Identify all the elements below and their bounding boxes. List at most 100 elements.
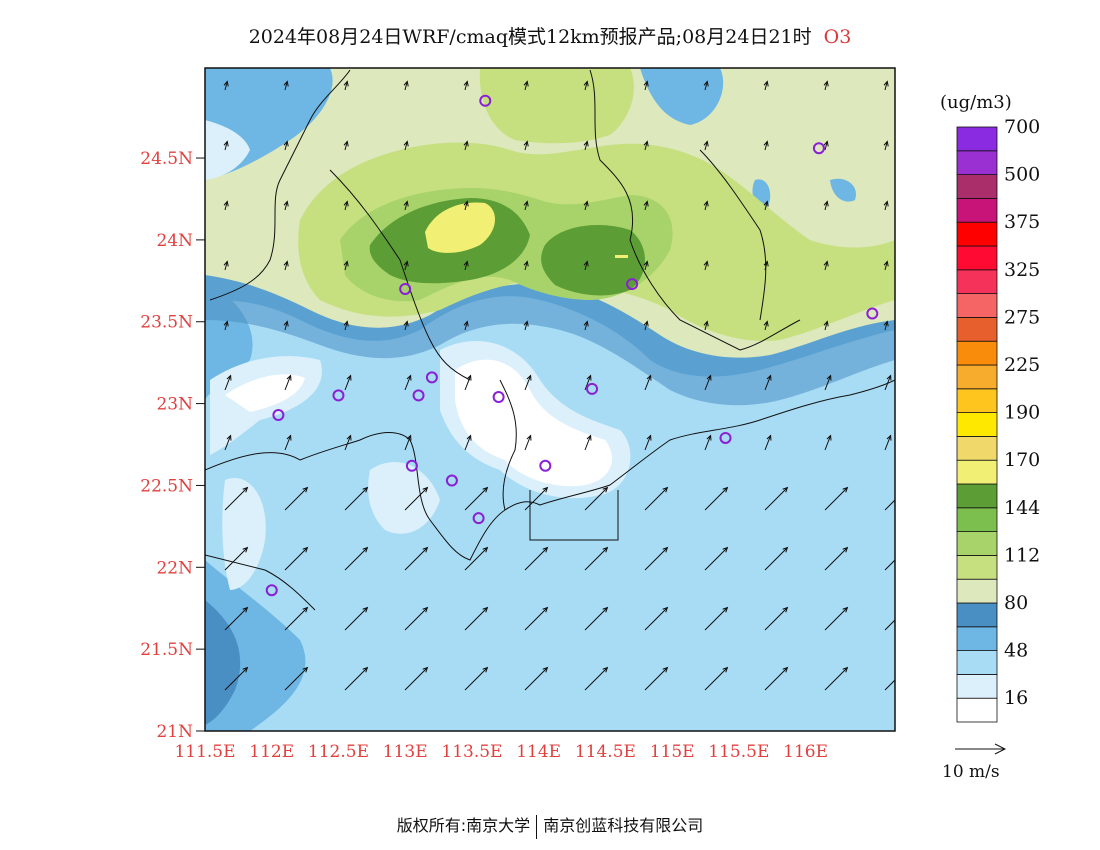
colorbar-swatch — [956, 269, 998, 294]
wind-arrow — [524, 607, 548, 631]
wind-arrowhead — [463, 260, 469, 267]
wind-arrowhead — [302, 546, 309, 553]
wind-arrowhead — [602, 546, 609, 553]
wind-arrow — [404, 81, 408, 91]
wind-arrowhead — [346, 434, 352, 441]
station-marker — [626, 278, 639, 291]
wind-arrow — [584, 261, 588, 271]
colorbar-swatch — [956, 674, 998, 699]
wind-arrow — [284, 667, 308, 691]
wind-arrow — [644, 141, 648, 151]
wind-arrow — [344, 141, 348, 151]
wind-arrowhead — [422, 546, 429, 553]
wind-arrow — [764, 201, 768, 211]
wind-arrowhead — [223, 140, 229, 147]
copyright-footer: 版权所有:南京大学 南京创蓝科技有限公司 — [0, 812, 1100, 839]
wind-arrow — [344, 375, 352, 391]
colorbar-swatch — [956, 245, 998, 271]
title-text: 2024年08月24日WRF/cmaq模式12km预报产品;08月24日21时 — [248, 26, 812, 48]
wind-arrowhead — [542, 606, 549, 613]
wind-arrowhead — [482, 546, 489, 553]
wind-arrowhead — [302, 666, 309, 673]
wind-arrow — [704, 261, 708, 271]
wind-arrowhead — [302, 486, 309, 493]
wind-arrow — [464, 667, 488, 691]
wind-arrowhead — [482, 666, 489, 673]
station-marker — [586, 382, 599, 395]
field-ne-spot — [830, 178, 856, 202]
wind-arrow — [644, 435, 652, 451]
wind-arrowhead — [526, 434, 532, 441]
wind-arrow — [284, 547, 308, 571]
wind-arrow — [644, 547, 668, 571]
wind-arrowhead — [722, 546, 729, 553]
wind-arrow — [704, 435, 712, 451]
colorbar-swatch — [956, 602, 998, 628]
wind-arrow — [644, 607, 668, 631]
lat-tick-label: 24N — [156, 231, 193, 251]
wind-arrow — [464, 487, 488, 511]
wind-arrow — [824, 321, 828, 331]
wind-arrowhead — [662, 486, 669, 493]
wind-arrow — [284, 81, 288, 91]
wind-arrowhead — [586, 434, 592, 441]
wind-arrowhead — [703, 80, 709, 87]
wind-arrow — [344, 547, 368, 571]
wind-arrow — [584, 607, 608, 631]
wind-arrow — [464, 607, 488, 631]
colorbar-label: 275 — [1004, 306, 1040, 328]
wind-arrowhead — [703, 140, 709, 147]
wind-arrow — [824, 375, 832, 391]
colorbar-swatch — [956, 697, 998, 723]
wind-arrowhead — [583, 320, 589, 327]
wind-arrowhead — [343, 200, 349, 207]
lat-tick-label: 21N — [156, 722, 193, 742]
wind-arrowhead — [406, 434, 412, 441]
wind-arrow — [224, 435, 232, 451]
wind-arrowhead — [842, 546, 849, 553]
station-marker — [405, 459, 418, 472]
colorbar-swatch — [956, 483, 998, 509]
wind-arrow — [344, 201, 348, 211]
wind-arrowhead — [782, 606, 789, 613]
lon-tick-label: 116E — [783, 742, 828, 762]
colorbar-swatch — [956, 293, 998, 318]
wind-arrow — [584, 435, 592, 451]
colorbar-swatch — [956, 578, 998, 604]
wind-arrow — [824, 201, 828, 211]
wind-arrowhead — [242, 486, 249, 493]
wind-arrow — [524, 81, 528, 91]
lon-tick-label: 112.5E — [308, 742, 369, 762]
lat-tick-label: 21.5N — [140, 640, 193, 660]
map-title: 2024年08月24日WRF/cmaq模式12km预报产品;08月24日21时 O… — [0, 22, 1100, 49]
wind-arrow — [884, 261, 888, 271]
station-marker — [399, 283, 412, 295]
wind-arrowhead — [403, 80, 409, 87]
station-marker — [492, 391, 505, 404]
wind-arrow — [824, 81, 828, 91]
wind-arrow — [584, 141, 588, 151]
wind-arrowhead — [223, 260, 229, 267]
wind-arrowhead — [242, 666, 249, 673]
wind-arrowhead — [463, 140, 469, 147]
station-marker — [445, 474, 458, 487]
colorbar-swatch — [956, 150, 998, 176]
wind-arrowhead — [886, 434, 892, 441]
wind-arrow — [404, 667, 428, 691]
wind-arrowhead — [763, 140, 769, 147]
wind-arrowhead — [823, 320, 829, 327]
wind-arrow — [884, 559, 895, 571]
station-marker — [425, 371, 438, 384]
wind-arrow — [404, 487, 428, 511]
wind-arrowhead — [523, 200, 529, 207]
field-yellow-core — [425, 202, 496, 253]
wind-arrowhead — [403, 320, 409, 327]
wind-arrowhead — [286, 434, 292, 441]
wind-arrow — [704, 487, 728, 511]
wind-arrow — [584, 375, 592, 391]
field-jm-lightblue — [368, 461, 440, 534]
wind-arrow — [524, 487, 548, 511]
wind-arrowhead — [602, 606, 609, 613]
border-gx-gd — [209, 69, 351, 301]
wind-arrowhead — [903, 608, 908, 613]
